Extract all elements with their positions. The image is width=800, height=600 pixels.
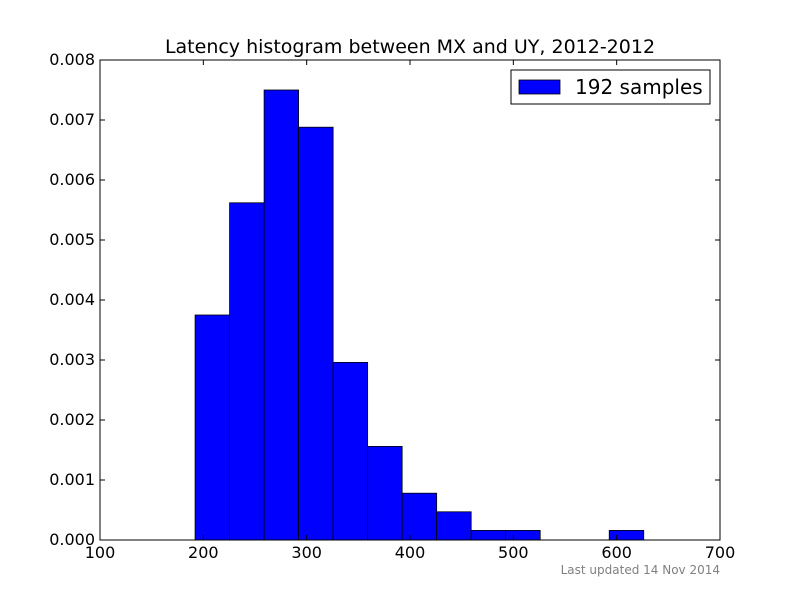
y-tick-label: 0.001 [49,470,95,489]
x-tick-label: 500 [498,543,529,562]
histogram-bar [608,530,645,541]
histogram-bar [505,530,541,541]
plot-frame [99,59,721,541]
histogram-bar [436,511,472,541]
histogram-bar [298,126,334,541]
histogram-bar [401,492,438,541]
histogram-bar [470,530,507,541]
last-updated-footer: Last updated 14 Nov 2014 [560,563,720,577]
y-tick-label: 0.008 [49,50,95,69]
y-tick-label: 0.007 [49,110,95,129]
histogram-bar [367,445,403,541]
chart-title: Latency histogram between MX and UY, 201… [165,36,655,58]
ticks-layer: 100 200 300 400 500 600 700 0.000 0.001 0.002 0.00… [49,50,735,562]
y-tick-label: 0.005 [49,230,95,249]
x-tick-label: 700 [705,543,736,562]
y-tick-label: 0.006 [49,170,95,189]
legend: 192 samples [510,69,711,105]
x-tick-label: 100 [85,543,116,562]
histogram-bar [194,314,230,541]
legend-label: 192 samples [575,75,703,99]
y-tick-label: 0.000 [49,530,95,549]
y-tick-label: 0.002 [49,410,95,429]
x-tick-label: 300 [291,543,322,562]
histogram-bar [332,361,369,541]
x-tick-label: 600 [601,543,632,562]
histogram-bar [229,202,265,541]
y-tick-label: 0.004 [49,290,95,309]
bars-layer [194,89,645,541]
x-tick-label: 400 [395,543,426,562]
y-tick-label: 0.003 [49,350,95,369]
legend-swatch [518,79,561,95]
histogram-bar [263,89,300,541]
x-tick-label: 200 [188,543,219,562]
